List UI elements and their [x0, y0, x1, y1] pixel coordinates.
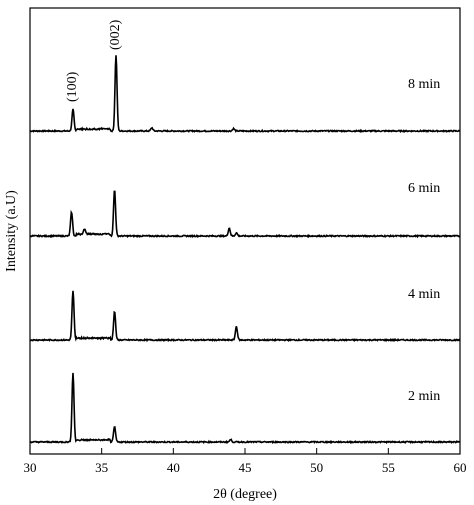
- plot-frame: [29, 7, 461, 455]
- series-label: 6 min: [408, 181, 440, 196]
- series-labels: 8 min 6 min 4 min 2 min: [408, 77, 440, 404]
- x-tick-label: 45: [239, 460, 252, 475]
- peak-annotation: (100): [65, 71, 80, 102]
- x-tick-label: 60: [454, 460, 467, 475]
- y-axis-title: Intensity (a.U): [4, 190, 19, 272]
- series-group: [29, 55, 461, 445]
- series-line-2-min: [29, 372, 461, 445]
- x-tick-label: 50: [310, 460, 323, 475]
- series-label: 4 min: [408, 287, 440, 302]
- peak-annotations: (100) (002): [65, 19, 123, 102]
- x-tick-label: 55: [382, 460, 395, 475]
- x-tick-label: 35: [95, 460, 108, 475]
- x-axis-ticks: 30 35 40 45 50 55 60: [24, 448, 467, 475]
- series-label: 8 min: [408, 77, 440, 92]
- series-label: 2 min: [408, 389, 440, 404]
- x-tick-label: 40: [167, 460, 180, 475]
- x-axis-title: 2θ (degree): [213, 487, 277, 502]
- series-line-6-min: [29, 190, 461, 239]
- series-line-8-min: [29, 55, 461, 134]
- series-line-4-min: [29, 290, 461, 343]
- x-tick-label: 30: [24, 460, 37, 475]
- peak-annotation: (002): [108, 19, 123, 50]
